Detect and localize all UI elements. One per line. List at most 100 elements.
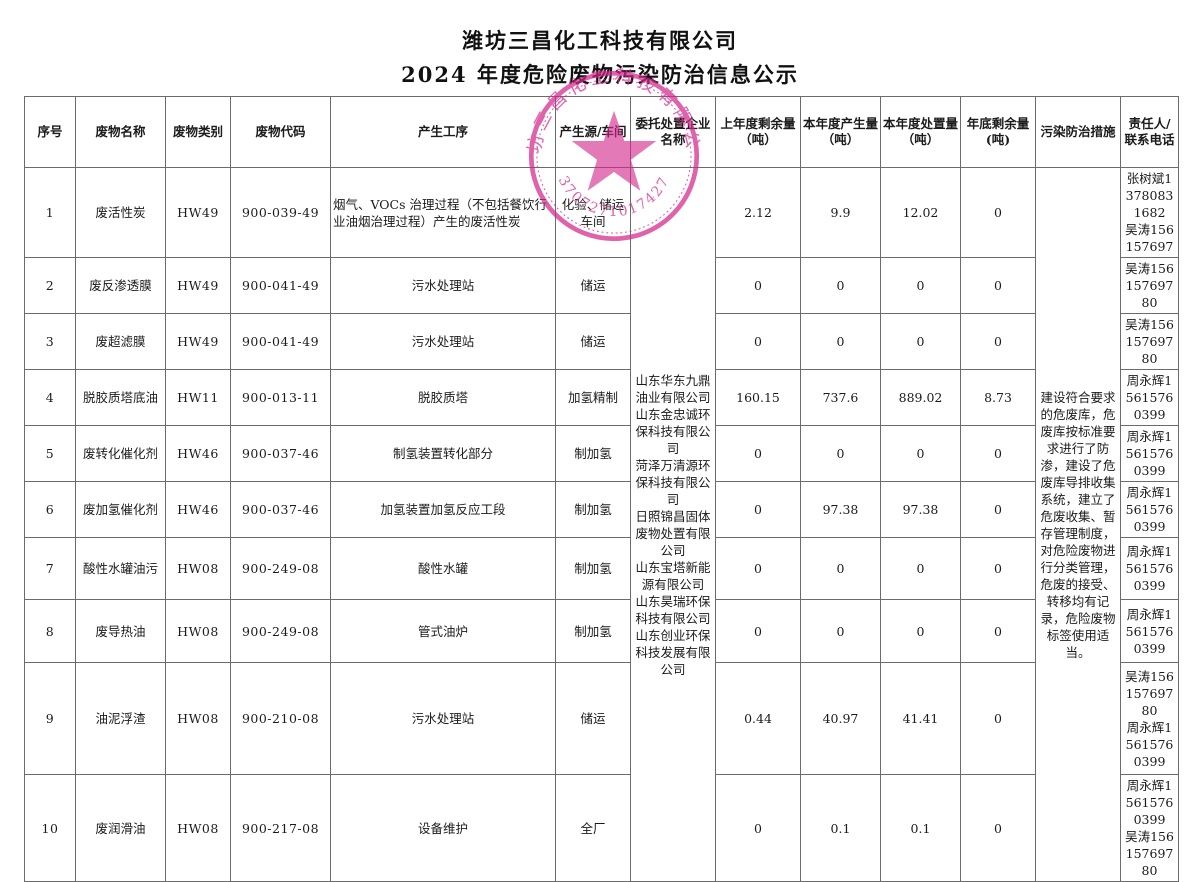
cell-year-end-remaining: 0 bbox=[960, 257, 1036, 314]
cell-this-year-disposed: 0 bbox=[880, 313, 961, 370]
cell-prev-year-remaining: 2.12 bbox=[715, 167, 801, 258]
cell-this-year-disposed: 0 bbox=[880, 425, 961, 482]
cell-index: 4 bbox=[24, 369, 76, 426]
table-row: 4 脱胶质塔底油 HW11 900-013-11 脱胶质塔 加氢精制 160.15 737.6… bbox=[24, 369, 1179, 426]
cell-waste-name: 废转化催化剂 bbox=[75, 425, 166, 482]
table-header-row: 序号 废物名称 废物类别 废物代码 产生工序 产生源/车间 委托处置企业名称 上… bbox=[24, 96, 1179, 168]
header-waste-code: 废物代码 bbox=[230, 96, 331, 168]
cell-process: 脱胶质塔 bbox=[330, 369, 556, 426]
cell-index: 9 bbox=[24, 662, 76, 775]
cell-process: 加氢装置加氢反应工段 bbox=[330, 481, 556, 538]
table-row: 7 酸性水罐油污 HW08 900-249-08 酸性水罐 制加氢 0 0 0 0 周永辉15615… bbox=[24, 537, 1179, 600]
cell-this-year-generated: 97.38 bbox=[800, 481, 881, 538]
table-row: 6 废加氢催化剂 HW46 900-037-46 加氢装置加氢反应工段 制加氢 0 97.38… bbox=[24, 481, 1179, 538]
cell-contact: 吴涛15615769780 周永辉15615760399 bbox=[1120, 662, 1179, 775]
cell-contact: 周永辉15615760399 bbox=[1120, 369, 1179, 426]
cell-process: 管式油炉 bbox=[330, 599, 556, 663]
cell-prev-year-remaining: 0 bbox=[715, 481, 801, 538]
table-row: 2 废反渗透膜 HW49 900-041-49 污水处理站 储运 0 0 0 0 吴涛1561576… bbox=[24, 257, 1179, 314]
cell-process: 污水处理站 bbox=[330, 257, 556, 314]
table-row: 1 废活性炭 HW49 900-039-49 烟气、VOCs 治理过程（不包括餐饮行业油… bbox=[24, 167, 1179, 882]
header-prev-year-remaining: 上年度剩余量（吨） bbox=[715, 96, 801, 168]
cell-prev-year-remaining: 0 bbox=[715, 425, 801, 482]
cell-index: 6 bbox=[24, 481, 76, 538]
cell-index: 10 bbox=[24, 774, 76, 882]
cell-source: 加氢精制 bbox=[555, 369, 631, 426]
header-this-year-generated: 本年度产生量（吨） bbox=[800, 96, 881, 168]
cell-waste-category: HW49 bbox=[165, 257, 231, 314]
cell-year-end-remaining: 0 bbox=[960, 662, 1036, 775]
header-contact: 责任人/联系电话 bbox=[1120, 96, 1179, 168]
cell-waste-name: 油泥浮渣 bbox=[75, 662, 166, 775]
cell-waste-name: 废活性炭 bbox=[75, 167, 166, 258]
cell-source: 制加氢 bbox=[555, 537, 631, 600]
cell-index: 5 bbox=[24, 425, 76, 482]
cell-waste-category: HW46 bbox=[165, 481, 231, 538]
cell-process: 烟气、VOCs 治理过程（不包括餐饮行业油烟治理过程）产生的废活性炭 bbox=[330, 167, 556, 258]
cell-process: 设备维护 bbox=[330, 774, 556, 882]
cell-waste-code: 900-041-49 bbox=[230, 257, 331, 314]
cell-waste-code: 900-249-08 bbox=[230, 537, 331, 600]
cell-contact: 吴涛15615769780 bbox=[1120, 257, 1179, 314]
cell-source: 储运 bbox=[555, 257, 631, 314]
cell-contact: 周永辉15615760399 bbox=[1120, 537, 1179, 600]
cell-waste-category: HW11 bbox=[165, 369, 231, 426]
cell-this-year-generated: 0 bbox=[800, 425, 881, 482]
cell-waste-category: HW08 bbox=[165, 774, 231, 882]
cell-waste-category: HW08 bbox=[165, 662, 231, 775]
header-measures: 污染防治措施 bbox=[1035, 96, 1121, 168]
header-waste-name: 废物名称 bbox=[75, 96, 166, 168]
header-this-year-disposed: 本年度处置量（吨） bbox=[880, 96, 961, 168]
hazardous-waste-table: 序号 废物名称 废物类别 废物代码 产生工序 产生源/车间 委托处置企业名称 上… bbox=[24, 96, 1179, 882]
table-row: 3 废超滤膜 HW49 900-041-49 污水处理站 储运 0 0 0 0 吴涛15615769… bbox=[24, 313, 1179, 370]
cell-prev-year-remaining: 160.15 bbox=[715, 369, 801, 426]
cell-contact: 吴涛15615769780 bbox=[1120, 313, 1179, 370]
cell-this-year-generated: 0 bbox=[800, 537, 881, 600]
cell-process: 污水处理站 bbox=[330, 313, 556, 370]
cell-waste-category: HW49 bbox=[165, 313, 231, 370]
cell-index: 8 bbox=[24, 599, 76, 663]
cell-source: 化验、储运车间 bbox=[555, 167, 631, 258]
header-waste-category: 废物类别 bbox=[165, 96, 231, 168]
cell-year-end-remaining: 0 bbox=[960, 167, 1036, 258]
cell-year-end-remaining: 0 bbox=[960, 425, 1036, 482]
cell-waste-code: 900-249-08 bbox=[230, 599, 331, 663]
cell-this-year-disposed: 0.1 bbox=[880, 774, 961, 882]
cell-waste-category: HW46 bbox=[165, 425, 231, 482]
cell-this-year-disposed: 0 bbox=[880, 257, 961, 314]
cell-waste-name: 废反渗透膜 bbox=[75, 257, 166, 314]
cell-index: 7 bbox=[24, 537, 76, 600]
cell-contact: 周永辉15615760399 bbox=[1120, 425, 1179, 482]
cell-year-end-remaining: 0 bbox=[960, 599, 1036, 663]
cell-waste-category: HW08 bbox=[165, 599, 231, 663]
cell-this-year-disposed: 0 bbox=[880, 599, 961, 663]
cell-source: 制加氢 bbox=[555, 599, 631, 663]
cell-year-end-remaining: 0 bbox=[960, 481, 1036, 538]
cell-process: 酸性水罐 bbox=[330, 537, 556, 600]
cell-this-year-generated: 737.6 bbox=[800, 369, 881, 426]
cell-waste-code: 900-210-08 bbox=[230, 662, 331, 775]
cell-measures-merged: 建设符合要求的危废库，危废库按标准要求进行了防渗，建设了危废库导排收集系统，建立… bbox=[1035, 167, 1121, 882]
cell-this-year-disposed: 41.41 bbox=[880, 662, 961, 775]
cell-year-end-remaining: 0 bbox=[960, 537, 1036, 600]
cell-year-end-remaining: 8.73 bbox=[960, 369, 1036, 426]
cell-waste-name: 废超滤膜 bbox=[75, 313, 166, 370]
cell-waste-name: 脱胶质塔底油 bbox=[75, 369, 166, 426]
cell-source: 制加氢 bbox=[555, 425, 631, 482]
cell-source: 全厂 bbox=[555, 774, 631, 882]
cell-this-year-disposed: 0 bbox=[880, 537, 961, 600]
cell-this-year-disposed: 889.02 bbox=[880, 369, 961, 426]
cell-source: 制加氢 bbox=[555, 481, 631, 538]
cell-waste-name: 废导热油 bbox=[75, 599, 166, 663]
cell-this-year-generated: 0.1 bbox=[800, 774, 881, 882]
cell-this-year-generated: 40.97 bbox=[800, 662, 881, 775]
cell-this-year-generated: 0 bbox=[800, 257, 881, 314]
header-process: 产生工序 bbox=[330, 96, 556, 168]
table-row: 10 废润滑油 HW08 900-217-08 设备维护 全厂 0 0.1 0.1 0 周永辉156… bbox=[24, 774, 1179, 882]
cell-this-year-disposed: 97.38 bbox=[880, 481, 961, 538]
cell-waste-category: HW49 bbox=[165, 167, 231, 258]
cell-prev-year-remaining: 0 bbox=[715, 313, 801, 370]
table-body: 1 废活性炭 HW49 900-039-49 烟气、VOCs 治理过程（不包括餐饮行业油… bbox=[24, 167, 1179, 882]
header-vendor: 委托处置企业名称 bbox=[630, 96, 716, 168]
